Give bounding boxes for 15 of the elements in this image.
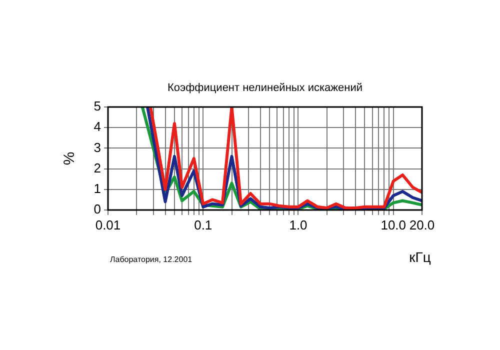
- y-tick-label: 4: [94, 119, 101, 134]
- x-tick-label: 1.0: [289, 217, 308, 232]
- x-tick-label: 10.0: [380, 217, 406, 232]
- y-axis-title: %: [61, 152, 78, 166]
- x-tick-label: 0.1: [194, 217, 212, 232]
- y-tick-label: 5: [94, 98, 101, 114]
- x-axis-title: кГц: [409, 249, 431, 265]
- text: Лаборатория, 12.2001: [110, 255, 193, 264]
- y-tick-label: 2: [94, 160, 101, 176]
- y-tick-label: 0: [94, 202, 101, 217]
- x-tick-label: 0.01: [95, 217, 121, 232]
- x-tick-label: 20.0: [409, 217, 435, 232]
- y-tick-label: 3: [94, 140, 101, 155]
- chart-title: Коэффициент нелинейных искажений: [167, 82, 363, 94]
- y-tick-label: 1: [94, 180, 101, 196]
